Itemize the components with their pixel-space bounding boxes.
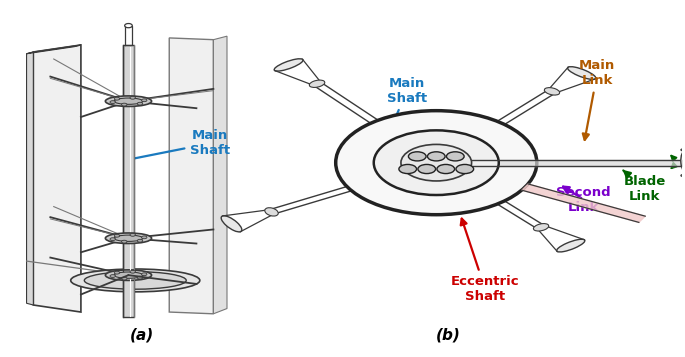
Ellipse shape bbox=[545, 87, 560, 95]
Ellipse shape bbox=[114, 235, 142, 241]
Circle shape bbox=[336, 111, 537, 215]
Ellipse shape bbox=[274, 59, 303, 71]
Polygon shape bbox=[27, 45, 81, 54]
Text: Main
Link: Main Link bbox=[579, 59, 615, 140]
Text: (a): (a) bbox=[130, 327, 154, 342]
Ellipse shape bbox=[114, 98, 142, 104]
Circle shape bbox=[121, 240, 127, 243]
Text: Second
Link: Second Link bbox=[556, 186, 611, 213]
Ellipse shape bbox=[105, 96, 151, 106]
Ellipse shape bbox=[681, 150, 685, 176]
Ellipse shape bbox=[105, 233, 151, 243]
Ellipse shape bbox=[105, 270, 151, 280]
Circle shape bbox=[427, 152, 445, 161]
Circle shape bbox=[137, 239, 142, 242]
Circle shape bbox=[110, 101, 116, 104]
Polygon shape bbox=[123, 45, 134, 317]
Ellipse shape bbox=[534, 223, 549, 231]
Circle shape bbox=[121, 277, 127, 280]
Circle shape bbox=[110, 275, 116, 277]
Text: Blade
Link: Blade Link bbox=[623, 170, 666, 203]
Circle shape bbox=[456, 165, 473, 174]
Text: Main
Shaft: Main Shaft bbox=[127, 129, 230, 162]
Text: Eccentric
Shaft: Eccentric Shaft bbox=[451, 218, 519, 303]
Circle shape bbox=[401, 145, 471, 181]
Polygon shape bbox=[214, 36, 227, 314]
Ellipse shape bbox=[265, 208, 278, 216]
Circle shape bbox=[114, 234, 120, 237]
Circle shape bbox=[130, 270, 136, 273]
Polygon shape bbox=[27, 52, 34, 305]
Text: Main
Shaft: Main Shaft bbox=[387, 77, 427, 133]
Ellipse shape bbox=[221, 216, 242, 232]
Ellipse shape bbox=[310, 80, 325, 87]
Circle shape bbox=[142, 99, 147, 102]
Ellipse shape bbox=[125, 24, 132, 28]
Ellipse shape bbox=[84, 272, 186, 289]
Ellipse shape bbox=[568, 67, 596, 79]
Circle shape bbox=[110, 238, 116, 241]
Polygon shape bbox=[169, 38, 214, 314]
Ellipse shape bbox=[71, 269, 200, 292]
Circle shape bbox=[408, 152, 426, 161]
Ellipse shape bbox=[557, 239, 585, 252]
Polygon shape bbox=[34, 45, 81, 312]
Polygon shape bbox=[522, 184, 645, 222]
Circle shape bbox=[418, 165, 436, 174]
Circle shape bbox=[130, 233, 136, 236]
Circle shape bbox=[114, 271, 120, 274]
Circle shape bbox=[130, 96, 136, 99]
Ellipse shape bbox=[114, 272, 142, 278]
Circle shape bbox=[399, 165, 416, 174]
Circle shape bbox=[437, 165, 455, 174]
Ellipse shape bbox=[681, 148, 685, 152]
Circle shape bbox=[114, 97, 120, 100]
Circle shape bbox=[121, 103, 127, 106]
Circle shape bbox=[447, 152, 464, 161]
Circle shape bbox=[142, 273, 147, 276]
Ellipse shape bbox=[681, 174, 685, 177]
Circle shape bbox=[142, 236, 147, 239]
Text: (b): (b) bbox=[436, 327, 460, 342]
Circle shape bbox=[137, 102, 142, 105]
Circle shape bbox=[374, 130, 499, 195]
Circle shape bbox=[137, 276, 142, 279]
